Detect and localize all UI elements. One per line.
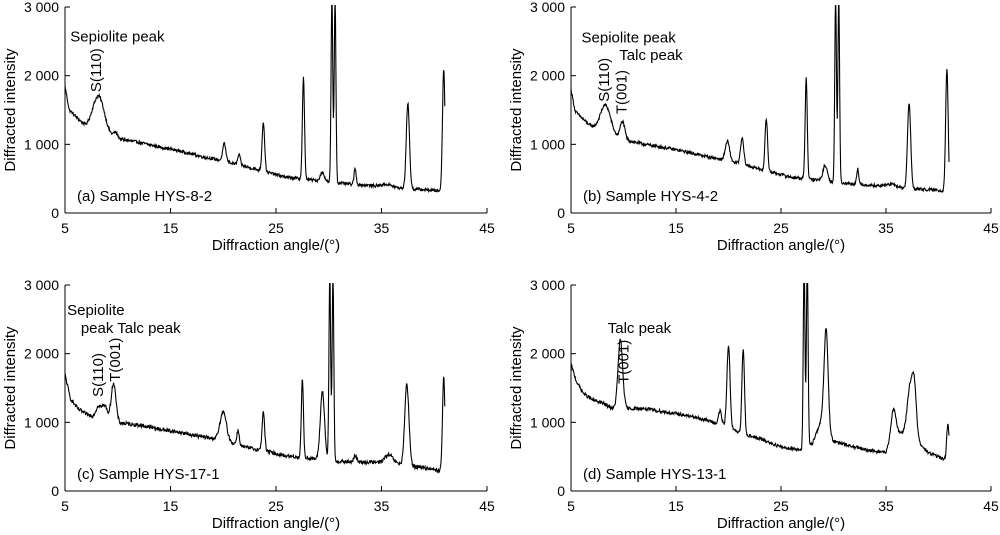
y-tick-label: 0 <box>557 483 565 499</box>
xrd-trace <box>571 283 950 462</box>
x-tick-label: 15 <box>668 220 684 236</box>
x-tick-label: 15 <box>163 498 179 514</box>
panel-a: 5 15 25 35 45 0 1 000 2 000 3 000 Diffraction ang… <box>2 0 495 254</box>
x-axis-title: Diffraction angle/(°) <box>717 237 845 254</box>
peak-annotation: peak Talc peak <box>81 320 181 337</box>
sample-label: (a) Sample HYS-8-2 <box>77 188 212 205</box>
x-tick-label: 45 <box>479 498 495 514</box>
sample-label: (b) Sample HYS-4-2 <box>583 188 718 205</box>
x-axis-title: Diffraction angle/(°) <box>212 515 340 532</box>
x-tick-label: 35 <box>878 220 894 236</box>
peak-annotation: T(001) <box>614 70 631 114</box>
xrd-trace <box>65 283 446 474</box>
peak-annotation: T(001) <box>107 338 124 382</box>
y-tick-label: 1 000 <box>530 414 565 430</box>
y-tick-label: 3 000 <box>530 0 565 15</box>
x-tick-label: 25 <box>773 220 789 236</box>
x-tick-label: 15 <box>668 498 684 514</box>
x-tick-label: 5 <box>567 220 575 236</box>
x-tick-label: 5 <box>61 220 69 236</box>
peak-annotation: T(001) <box>616 340 633 384</box>
peak-annotation: Sepiolite <box>67 302 125 319</box>
xrd-trace <box>571 5 950 193</box>
y-axis-title: Diffracted intensity <box>2 326 19 450</box>
x-tick-label: 25 <box>268 498 284 514</box>
x-tick-label: 25 <box>268 220 284 236</box>
x-tick-label: 35 <box>878 498 894 514</box>
peak-annotation: Talc peak <box>619 47 683 64</box>
x-tick-label: 45 <box>479 220 495 236</box>
x-tick-label: 5 <box>567 498 575 514</box>
y-tick-label: 3 000 <box>530 277 565 293</box>
y-tick-label: 2 000 <box>24 346 59 362</box>
y-tick-label: 3 000 <box>24 0 59 15</box>
y-tick-label: 0 <box>557 205 565 221</box>
y-tick-label: 2 000 <box>530 68 565 84</box>
panel-b: 5 15 25 35 45 0 1 000 2 000 3 000 Diffraction ang… <box>508 0 999 254</box>
x-tick-label: 35 <box>374 220 390 236</box>
y-tick-label: 0 <box>51 483 59 499</box>
x-tick-label: 45 <box>983 498 999 514</box>
x-tick-label: 25 <box>773 498 789 514</box>
x-tick-label: 45 <box>983 220 999 236</box>
y-tick-label: 1 000 <box>24 136 59 152</box>
x-axis-title: Diffraction angle/(°) <box>212 237 340 254</box>
x-tick-label: 15 <box>163 220 179 236</box>
peak-annotation: Talc peak <box>608 320 672 337</box>
y-tick-label: 1 000 <box>530 136 565 152</box>
y-axis-title: Diffracted intensity <box>508 48 525 172</box>
y-tick-label: 3 000 <box>24 277 59 293</box>
sample-label: (c) Sample HYS-17-1 <box>77 466 220 483</box>
y-tick-label: 0 <box>51 205 59 221</box>
peak-annotation: Sepiolite peak <box>70 28 165 45</box>
panel-c: 5 15 25 35 45 0 1 000 2 000 3 000 Diffraction ang… <box>2 277 495 532</box>
y-axis-title: Diffracted intensity <box>508 326 525 450</box>
panel-d: 5 15 25 35 45 0 1 000 2 000 3 000 Diffraction ang… <box>508 277 999 532</box>
x-axis-title: Diffraction angle/(°) <box>717 515 845 532</box>
y-tick-label: 2 000 <box>530 346 565 362</box>
peak-annotation: S(110) <box>90 353 107 397</box>
x-tick-label: 5 <box>61 498 69 514</box>
y-axis-title: Diffracted intensity <box>2 48 19 172</box>
peak-annotation: S(110) <box>88 48 105 92</box>
peak-annotation: S(110) <box>596 58 613 102</box>
y-tick-label: 2 000 <box>24 68 59 84</box>
xrd-trace <box>65 5 446 194</box>
peak-annotation: Sepiolite peak <box>582 30 677 47</box>
sample-label: (d) Sample HYS-13-1 <box>583 466 726 483</box>
y-tick-label: 1 000 <box>24 414 59 430</box>
x-tick-label: 35 <box>374 498 390 514</box>
